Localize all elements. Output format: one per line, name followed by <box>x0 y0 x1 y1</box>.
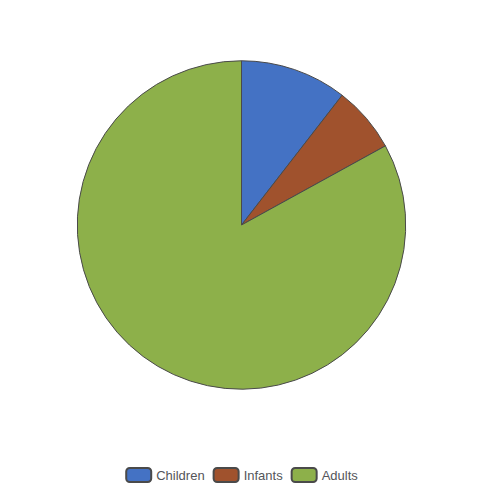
svg-text:Children: Children <box>156 468 204 483</box>
svg-text:Infants: Infants <box>244 468 284 483</box>
svg-text:Adults: Adults <box>322 468 359 483</box>
